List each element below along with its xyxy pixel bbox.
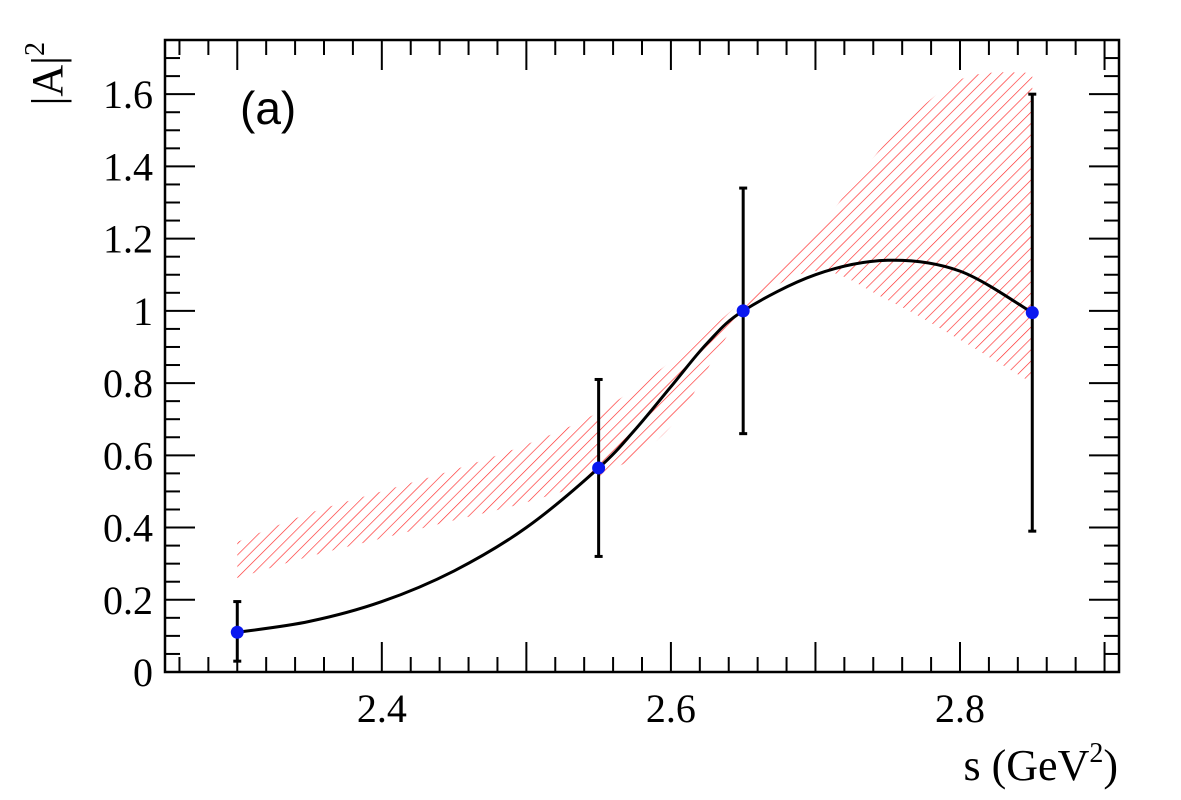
uncertainty-band (237, 72, 1033, 579)
y-tick-label: 1.6 (103, 72, 153, 117)
data-point-1 (230, 625, 244, 639)
y-tick-label: 0 (133, 650, 153, 695)
y-tick-label: 0.4 (103, 506, 153, 551)
y-tick-label: 1 (133, 289, 153, 334)
y-tick-label: 0.6 (103, 433, 153, 478)
x-tick-label: 2.6 (646, 686, 696, 731)
data-point-2 (592, 461, 606, 475)
panel-label: (a) (240, 82, 296, 134)
data-point-3 (736, 304, 750, 318)
y-tick-label: 0.8 (103, 361, 153, 406)
x-tick-label: 2.8 (935, 686, 985, 731)
x-tick-label: 2.4 (357, 686, 407, 731)
y-tick-label: 1.4 (103, 144, 153, 189)
y-tick-label: 1.2 (103, 217, 153, 262)
data-point-4 (1025, 306, 1039, 320)
fit-curve (237, 258, 1034, 634)
x-axis-title: s (GeV2) (963, 738, 1118, 790)
y-tick-label: 0.2 (103, 578, 153, 623)
y-axis-title: |A|2 (20, 42, 72, 105)
